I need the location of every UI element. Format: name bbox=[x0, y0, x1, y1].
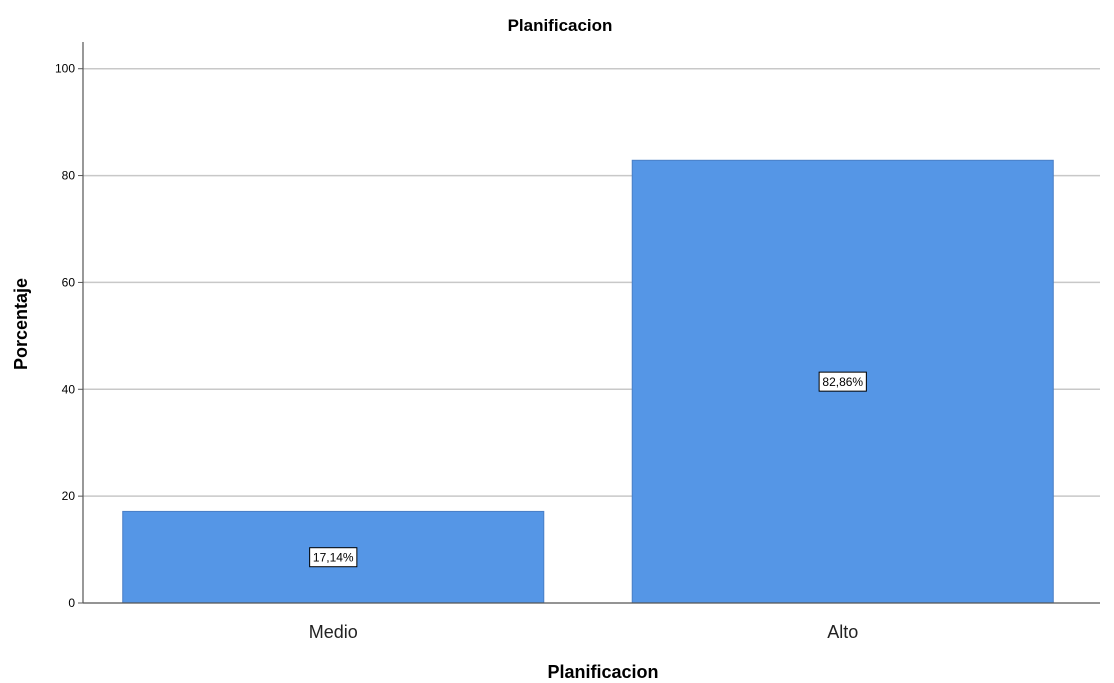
y-tick-label: 100 bbox=[55, 62, 75, 76]
x-axis-label: Planificacion bbox=[547, 662, 658, 682]
y-tick-label: 80 bbox=[62, 169, 76, 183]
x-tick-label: Medio bbox=[309, 622, 358, 642]
chart-title: Planificacion bbox=[508, 16, 613, 35]
x-tick-label: Alto bbox=[827, 622, 858, 642]
data-label: 17,14% bbox=[313, 551, 354, 565]
data-labels: 17,14% 82,86% bbox=[309, 371, 867, 568]
data-label-box bbox=[309, 547, 358, 568]
y-tick-label: 0 bbox=[68, 596, 75, 610]
y-tick-label: 40 bbox=[62, 382, 76, 396]
bars bbox=[122, 159, 1054, 604]
axes bbox=[82, 42, 1100, 604]
y-axis-ticks: 0 20 40 60 80 100 bbox=[55, 62, 83, 610]
data-label-box bbox=[818, 371, 867, 392]
y-axis-label: Porcentaje bbox=[11, 278, 31, 370]
x-axis-ticks: Medio Alto bbox=[309, 622, 859, 642]
y-tick-label: 20 bbox=[62, 489, 76, 503]
y-tick-label: 60 bbox=[62, 275, 76, 289]
data-label: 82,86% bbox=[822, 375, 863, 389]
